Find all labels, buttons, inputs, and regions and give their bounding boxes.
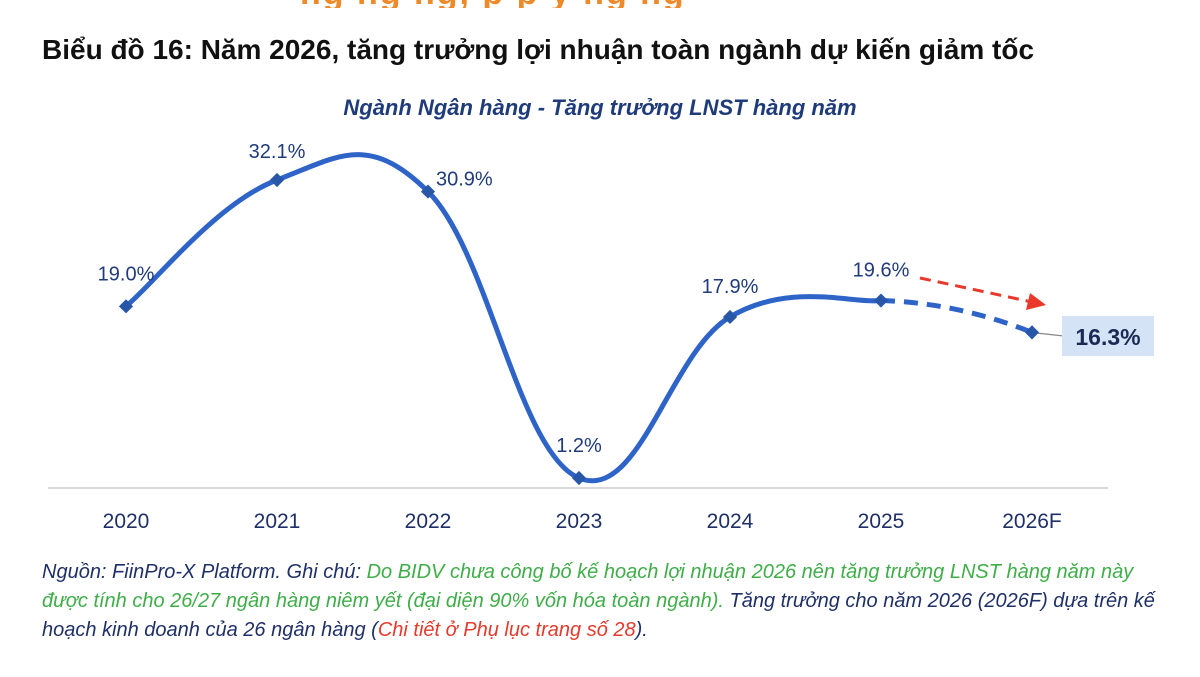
data-point-2023 — [571, 470, 587, 486]
data-label-2026F: 16.3% — [1075, 324, 1140, 350]
data-point-2020 — [118, 299, 134, 314]
data-point-2022 — [420, 184, 436, 199]
forecast-arrow-line — [919, 276, 1033, 304]
x-tick-label-2020: 2020 — [103, 510, 150, 533]
x-tick-label-2024: 2024 — [707, 510, 754, 533]
cut-off-heading-fragment: ng ng ng, p p y ng ng — [0, 0, 1200, 8]
x-tick-label-2021: 2021 — [254, 510, 301, 533]
data-point-2025 — [873, 293, 889, 308]
x-tick-label-2026F: 2026F — [1002, 510, 1062, 533]
data-label-2025: 19.6% — [853, 260, 910, 282]
data-point-2021 — [269, 172, 285, 188]
figure-heading: Biểu đồ 16: Năm 2026, tăng trưởng lợi nh… — [42, 34, 1035, 65]
x-tick-label-2025: 2025 — [858, 510, 905, 533]
x-tick-label-2023: 2023 — [556, 510, 603, 533]
data-point-2024 — [722, 309, 738, 325]
series-line-actual — [123, 152, 884, 484]
note-green-text: Do BIDV chưa công bố kế hoạch lợi nhuận … — [42, 561, 1134, 612]
data-label-2024: 17.9% — [702, 276, 759, 298]
note-appendix-link[interactable]: Chi tiết ở Phụ lục trang số 28 — [377, 619, 636, 641]
series-line-forecast — [880, 298, 1033, 335]
note-end-text: ). — [635, 619, 648, 641]
data-label-2021: 32.1% — [249, 141, 306, 163]
forecast-highlight-box — [1062, 316, 1154, 356]
data-label-2023: 1.2% — [556, 435, 602, 457]
data-label-2020: 19.0% — [98, 263, 155, 285]
forecast-arrow-head — [1026, 293, 1046, 310]
label-callout-line — [1035, 332, 1065, 337]
chart-title: Ngành Ngân hàng - Tăng trưởng LNST hàng … — [343, 95, 857, 120]
source-note: Nguồn: FiinPro-X Platform. Ghi chú: Do B… — [42, 558, 1182, 645]
data-point-2026F — [1024, 325, 1040, 340]
note-middle-text: Tăng trưởng cho năm 2026 (2026F) dựa trê… — [42, 590, 1155, 641]
note-source: Nguồn: FiinPro-X Platform. Ghi chú: — [42, 561, 367, 583]
x-tick-label-2022: 2022 — [405, 510, 452, 533]
data-label-2022: 30.9% — [436, 169, 493, 191]
